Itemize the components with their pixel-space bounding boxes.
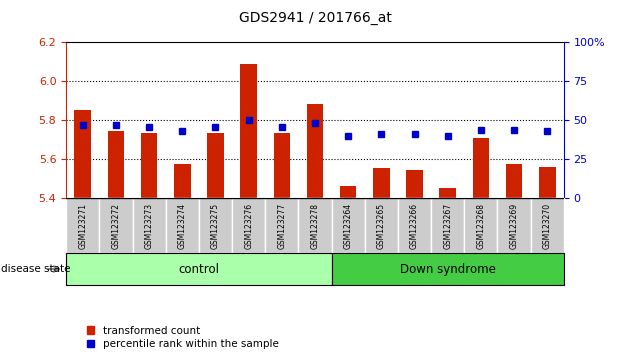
Bar: [232, 198, 265, 253]
Text: GSM123275: GSM123275: [211, 202, 220, 249]
Text: GSM123269: GSM123269: [510, 202, 518, 249]
Legend: transformed count, percentile rank within the sample: transformed count, percentile rank withi…: [87, 326, 278, 349]
Bar: [199, 198, 232, 253]
Bar: [166, 198, 199, 253]
Bar: [539, 167, 556, 198]
Bar: [207, 133, 224, 198]
Text: GSM123274: GSM123274: [178, 202, 186, 249]
Bar: [141, 133, 158, 198]
Bar: [498, 198, 530, 253]
Bar: [506, 164, 522, 198]
Text: GSM123276: GSM123276: [244, 202, 253, 249]
Bar: [132, 198, 166, 253]
Text: GSM123271: GSM123271: [78, 203, 87, 249]
Bar: [240, 64, 257, 198]
Text: GSM123268: GSM123268: [476, 203, 485, 249]
Bar: [299, 198, 331, 253]
Text: Down syndrome: Down syndrome: [400, 263, 496, 275]
Bar: [472, 138, 489, 198]
Bar: [273, 133, 290, 198]
Text: GSM123272: GSM123272: [112, 203, 120, 249]
Text: GSM123266: GSM123266: [410, 202, 419, 249]
Text: GSM123273: GSM123273: [145, 202, 154, 249]
Bar: [398, 198, 431, 253]
Text: GSM123278: GSM123278: [311, 203, 319, 249]
Text: GSM123265: GSM123265: [377, 202, 386, 249]
Bar: [331, 198, 365, 253]
Bar: [307, 104, 323, 198]
Bar: [431, 198, 464, 253]
Bar: [406, 170, 423, 198]
Bar: [174, 164, 191, 198]
Text: control: control: [178, 263, 219, 275]
Bar: [340, 185, 357, 198]
Bar: [66, 198, 100, 253]
Bar: [440, 188, 456, 198]
Bar: [331, 253, 564, 285]
Bar: [74, 110, 91, 198]
Bar: [373, 168, 389, 198]
Text: disease state: disease state: [1, 264, 71, 274]
Bar: [464, 198, 498, 253]
Bar: [108, 131, 124, 198]
Bar: [100, 198, 132, 253]
Text: GSM123270: GSM123270: [543, 202, 552, 249]
Text: GSM123264: GSM123264: [344, 202, 353, 249]
Bar: [530, 198, 564, 253]
Bar: [365, 198, 398, 253]
Text: GSM123267: GSM123267: [444, 202, 452, 249]
Text: GDS2941 / 201766_at: GDS2941 / 201766_at: [239, 11, 391, 25]
Bar: [66, 253, 331, 285]
Text: GSM123277: GSM123277: [277, 202, 286, 249]
Bar: [265, 198, 299, 253]
